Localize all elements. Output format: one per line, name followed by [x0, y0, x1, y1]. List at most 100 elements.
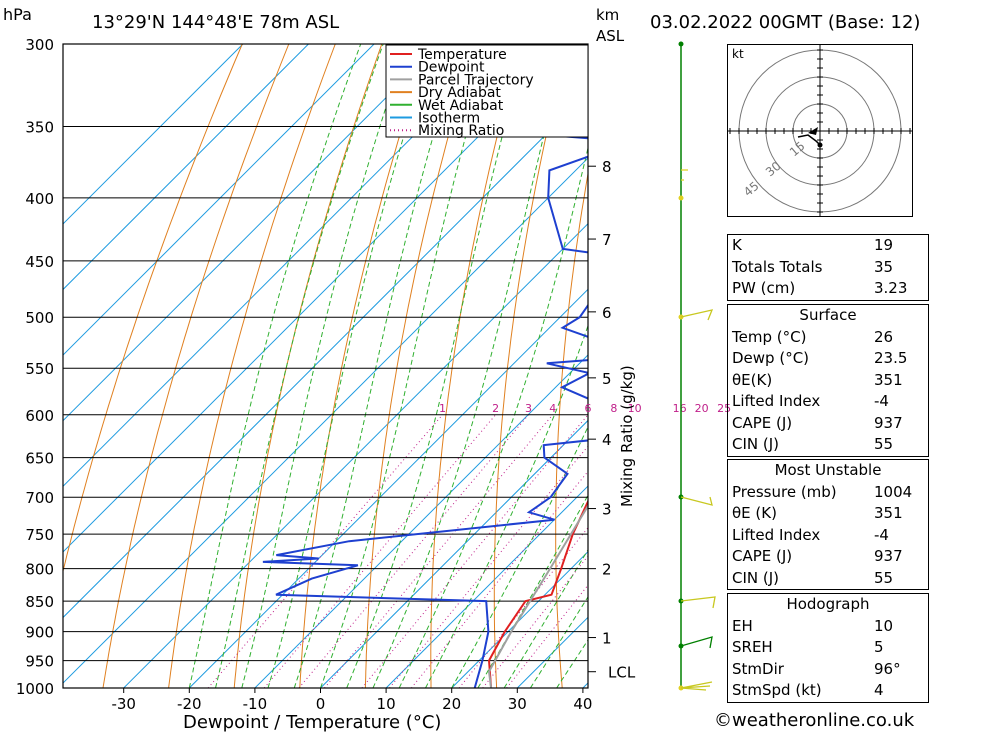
dry-adiabat-line — [168, 44, 336, 688]
pressure-tick-label: 350 — [25, 118, 54, 136]
temperature-tick-label: 30 — [508, 695, 527, 713]
wind-level-marker — [678, 195, 684, 201]
wet-adiabat-line — [320, 44, 493, 688]
pressure-tick-label: 300 — [25, 36, 54, 54]
mu-label: Pressure (mb) — [732, 482, 837, 501]
hodo-value: 96° — [874, 659, 901, 678]
hodograph-storm-marker — [808, 127, 818, 135]
mixing-ratio-label: 8 — [610, 402, 617, 415]
pressure-tick-label: 500 — [25, 309, 54, 327]
hodograph-title: Hodograph — [786, 595, 870, 613]
mixing-ratio-line — [298, 414, 529, 688]
wind-barb — [680, 636, 713, 649]
temperature-tick-label: 20 — [442, 695, 461, 713]
pressure-tick-label: 700 — [25, 489, 54, 507]
mu-label: CAPE (J) — [732, 547, 793, 565]
mixing-ratio-label: 20 — [695, 402, 709, 415]
mixing-ratio-line — [324, 414, 554, 688]
surface-value: 351 — [874, 370, 903, 389]
surface-label: Lifted Index — [732, 392, 821, 410]
datetime-label: 03.02.2022 00GMT (Base: 12) — [650, 12, 920, 33]
legend-label: Dewpoint — [418, 60, 485, 76]
dry-adiabat-line — [364, 44, 476, 688]
wet-adiabat-line — [346, 44, 528, 688]
most-unstable-table: Most Unstable Pressure (mb) 1004 θE (K) 35… — [727, 459, 929, 590]
surface-label: Dewp (°C) — [732, 349, 810, 367]
isotherm-line — [63, 44, 572, 553]
isotherm-line — [188, 288, 588, 688]
wet-adiabat-line — [188, 44, 362, 688]
mixing-ratio-axis-title: Mixing Ratio (g/kg) — [618, 365, 636, 507]
hodo-label: EH — [732, 616, 753, 635]
mixing-ratio-line — [207, 414, 443, 688]
site-credit[interactable]: ©weatheronline.co.uk — [714, 710, 915, 731]
height-tick-label: 4 — [602, 431, 612, 449]
pressure-tick-label: 1000 — [16, 680, 54, 698]
isotherm-line — [123, 222, 588, 688]
isotherm-line — [320, 419, 588, 688]
surface-label: Temp (°C) — [732, 327, 807, 346]
surface-value: -4 — [874, 392, 889, 410]
mu-value: 937 — [874, 547, 903, 565]
mixing-ratio-line — [458, 526, 588, 688]
mu-label: Lifted Index — [732, 525, 821, 544]
mixing-ratio-label: 6 — [585, 402, 592, 415]
isotherm-line — [451, 550, 588, 688]
isotherm-line — [385, 485, 588, 688]
index-value: 19 — [874, 236, 894, 254]
wet-adiabat-line — [215, 44, 384, 688]
hodo-value: 5 — [874, 638, 884, 656]
height-tick-label: 1 — [602, 630, 612, 648]
hodograph-ring-15: 15 — [787, 139, 808, 160]
wind-level-marker — [678, 41, 684, 47]
isotherm-line — [63, 44, 309, 291]
location-label: 13°29'N 144°48'E 78m ASL — [92, 12, 339, 33]
isotherm-line — [63, 44, 441, 422]
plot-frame — [62, 43, 589, 689]
wind-barb — [680, 596, 716, 609]
wet-adiabat-line — [398, 145, 588, 688]
mu-label: CIN (J) — [732, 568, 780, 587]
mixing-ratio-line — [389, 445, 588, 688]
temperature-tick-label: 0 — [316, 695, 326, 713]
mixing-ratio-label: 3 — [525, 402, 532, 415]
legend-box — [385, 44, 589, 138]
wet-adiabat-line — [372, 44, 568, 688]
dry-adiabat-line — [233, 44, 383, 688]
hodo-value: 4 — [874, 681, 884, 699]
index-label: PW (cm) — [732, 279, 796, 297]
hodograph-ring-30: 30 — [763, 159, 784, 180]
dry-adiabat-line — [673, 44, 708, 688]
mixing-ratio-label: 10 — [628, 402, 642, 415]
dry-adiabat-line — [937, 44, 1000, 688]
mu-value: -4 — [874, 525, 889, 544]
pressure-tick-label: 600 — [25, 407, 54, 425]
dry-adiabat-line — [102, 44, 290, 688]
height-unit-km: km — [596, 6, 619, 24]
hodo-label: StmSpd (kt) — [732, 681, 822, 699]
isotherm-line — [63, 91, 588, 619]
index-value: 35 — [874, 257, 894, 276]
temperature-tick-label: 10 — [377, 695, 396, 713]
wind-barb — [680, 309, 714, 321]
pressure-tick-label: 550 — [25, 360, 54, 378]
indices-table: K 19 Totals Totals 35 PW (cm) 3.23 — [727, 234, 929, 301]
hodo-label: StmDir — [732, 659, 784, 678]
temperature-tick-label: -20 — [177, 695, 202, 713]
surface-label: CIN (J) — [732, 435, 780, 453]
surface-value: 55 — [874, 435, 894, 453]
mixing-ratio-line — [482, 555, 588, 688]
height-tick-label: 3 — [602, 501, 612, 519]
pressure-unit-label: hPa — [3, 5, 32, 24]
mixing-ratio-label: 16 — [673, 402, 687, 415]
surface-label: θE(K) — [732, 370, 773, 389]
wet-adiabat-line — [451, 425, 588, 688]
x-axis-title: Dewpoint / Temperature (°C) — [183, 712, 441, 733]
pressure-tick-label: 900 — [25, 624, 54, 642]
hodograph-origin-dot — [817, 142, 823, 148]
lcl-label: LCL — [608, 664, 636, 682]
index-label: Totals Totals — [732, 257, 823, 276]
height-unit-asl: ASL — [596, 27, 625, 45]
hodograph-plot: kt 15 30 45 — [728, 40, 912, 222]
